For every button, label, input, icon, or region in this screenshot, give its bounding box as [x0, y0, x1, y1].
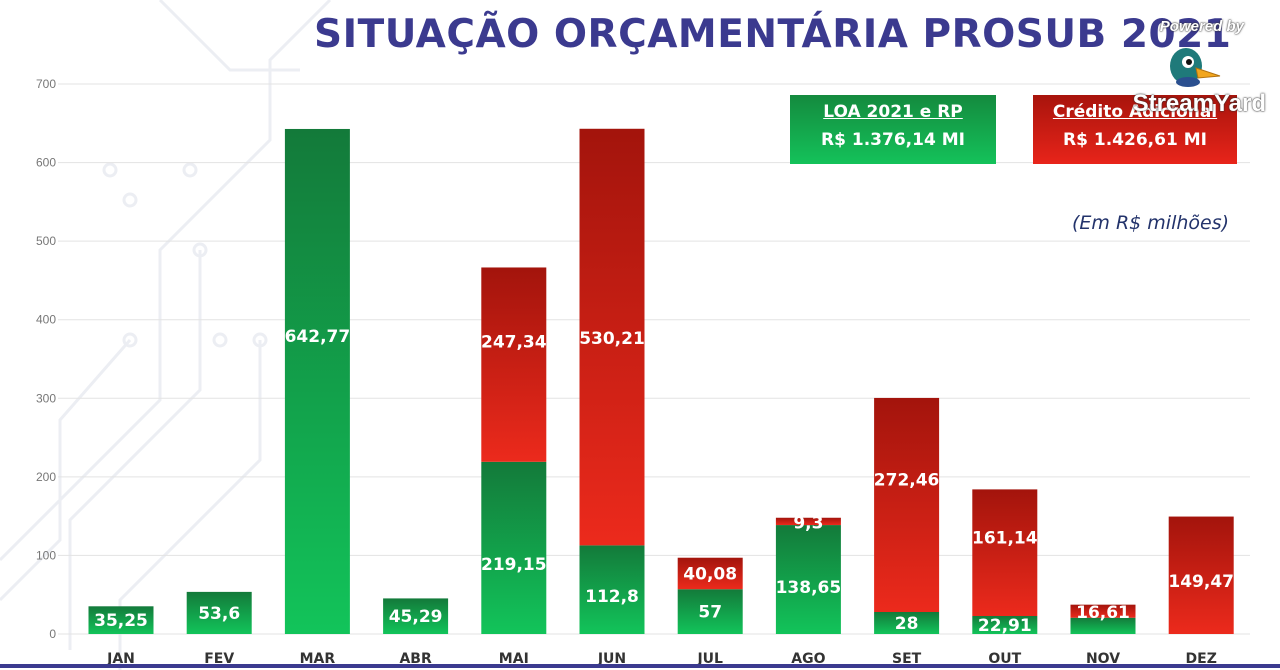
legend-credito-name: Crédito Adicional: [1052, 102, 1218, 122]
bar-credito-out: [972, 489, 1038, 616]
data-label-credito-out: 161,14: [972, 529, 1038, 549]
data-label-loa-jan: 35,25: [94, 611, 148, 631]
x-tick-label: JUL: [696, 651, 723, 667]
bar-loa-nov: [1070, 617, 1136, 634]
data-label-credito-ago: 9,3: [793, 513, 823, 533]
bar-loa-jan: [88, 606, 154, 634]
y-tick-label: 600: [36, 156, 56, 170]
unit-note: (Em R$ milhões): [1072, 212, 1230, 234]
data-label-credito-dez: 149,47: [1168, 572, 1234, 592]
y-tick-label: 500: [36, 234, 56, 248]
data-label-credito-set: 272,46: [874, 470, 940, 490]
bar-loa-set: [874, 612, 940, 634]
x-tick-label: FEV: [204, 651, 234, 667]
legend-loa-name: LOA 2021 e RP: [823, 102, 963, 122]
bar-loa-fev: [186, 591, 252, 634]
y-tick-label: 200: [36, 470, 56, 484]
data-label-loa-out: 22,91: [978, 616, 1032, 636]
bar-credito-set: [874, 397, 940, 612]
bar-credito-dez: [1168, 516, 1234, 634]
data-label-loa-nov: 20,72: [1076, 633, 1130, 653]
chart-gridlines: [58, 83, 1250, 635]
data-label-loa-mai: 219,15: [481, 555, 547, 575]
data-label-credito-nov: 16,61: [1076, 603, 1130, 623]
x-tick-label: OUT: [988, 651, 1021, 667]
x-tick-label: JUN: [597, 651, 626, 667]
legend-credito-value: R$ 1.426,61 MI: [1063, 130, 1207, 150]
watermark-brand-text: StreamYard: [1132, 90, 1266, 117]
duck-logo-icon: [1170, 48, 1221, 87]
data-label-credito-mai: 247,34: [481, 332, 547, 352]
bar-loa-jun: [579, 545, 645, 634]
bar-loa-out: [972, 615, 1038, 634]
bar-loa-mai: [481, 461, 547, 634]
y-tick-label: 0: [49, 627, 56, 641]
watermark-powered-text: Powered by: [1159, 18, 1244, 35]
bar-loa-abr: [383, 598, 449, 634]
y-tick-label: 700: [36, 77, 56, 91]
bar-credito-jun: [579, 128, 645, 546]
data-label-loa-jul: 57: [698, 603, 722, 623]
x-tick-label: AGO: [791, 651, 825, 667]
legend-credito: Crédito Adicional R$ 1.426,61 MI: [1033, 95, 1237, 164]
bar-credito-nov: [1070, 604, 1136, 618]
x-tick-label: ABR: [399, 651, 432, 667]
data-label-loa-fev: 53,6: [198, 604, 240, 624]
y-axis: 0 100 200 300 400 500 600 700: [36, 77, 56, 641]
data-label-credito-jun: 530,21: [579, 329, 645, 349]
x-tick-label: NOV: [1086, 651, 1120, 667]
bar-credito-ago: [775, 517, 841, 526]
data-label-loa-set: 28: [895, 614, 919, 634]
background-circuit-decoration: [0, 0, 332, 670]
legend-loa-value: R$ 1.376,14 MI: [821, 130, 965, 150]
data-label-loa-abr: 45,29: [389, 607, 443, 627]
data-label-loa-mar: 642,77: [285, 327, 351, 347]
legend-loa: LOA 2021 e RP R$ 1.376,14 MI: [790, 95, 996, 164]
data-label-credito-jul: 40,08: [683, 564, 737, 584]
y-tick-label: 100: [36, 548, 56, 562]
bar-credito-jul: [677, 557, 743, 590]
y-tick-label: 400: [36, 313, 56, 327]
x-tick-label: DEZ: [1186, 651, 1217, 667]
x-tick-label: JAN: [106, 651, 135, 667]
data-label-loa-ago: 138,65: [776, 578, 842, 598]
bar-loa-ago: [775, 525, 841, 634]
bar-credito-mai: [481, 267, 547, 462]
streamyard-watermark: Powered by StreamYard: [1132, 16, 1266, 126]
chart-title: SITUAÇÃO ORÇAMENTÁRIA PROSUB 2021: [314, 12, 1232, 57]
y-tick-label: 300: [36, 391, 56, 405]
bar-loa-jul: [677, 589, 743, 634]
x-tick-label: MAI: [499, 651, 529, 667]
x-tick-label: MAR: [300, 651, 336, 667]
x-tick-label: SET: [892, 651, 922, 667]
chart-bars: 35,25 53,6 642,77 45,29 219,15 247,34 112,8 530…: [88, 128, 1234, 653]
bar-loa-mar: [284, 128, 350, 634]
data-label-loa-jun: 112,8: [585, 587, 639, 607]
x-axis: JAN FEV MAR ABR MAI JUN JUL AGO SET OUT NOV DEZ: [106, 651, 1217, 667]
